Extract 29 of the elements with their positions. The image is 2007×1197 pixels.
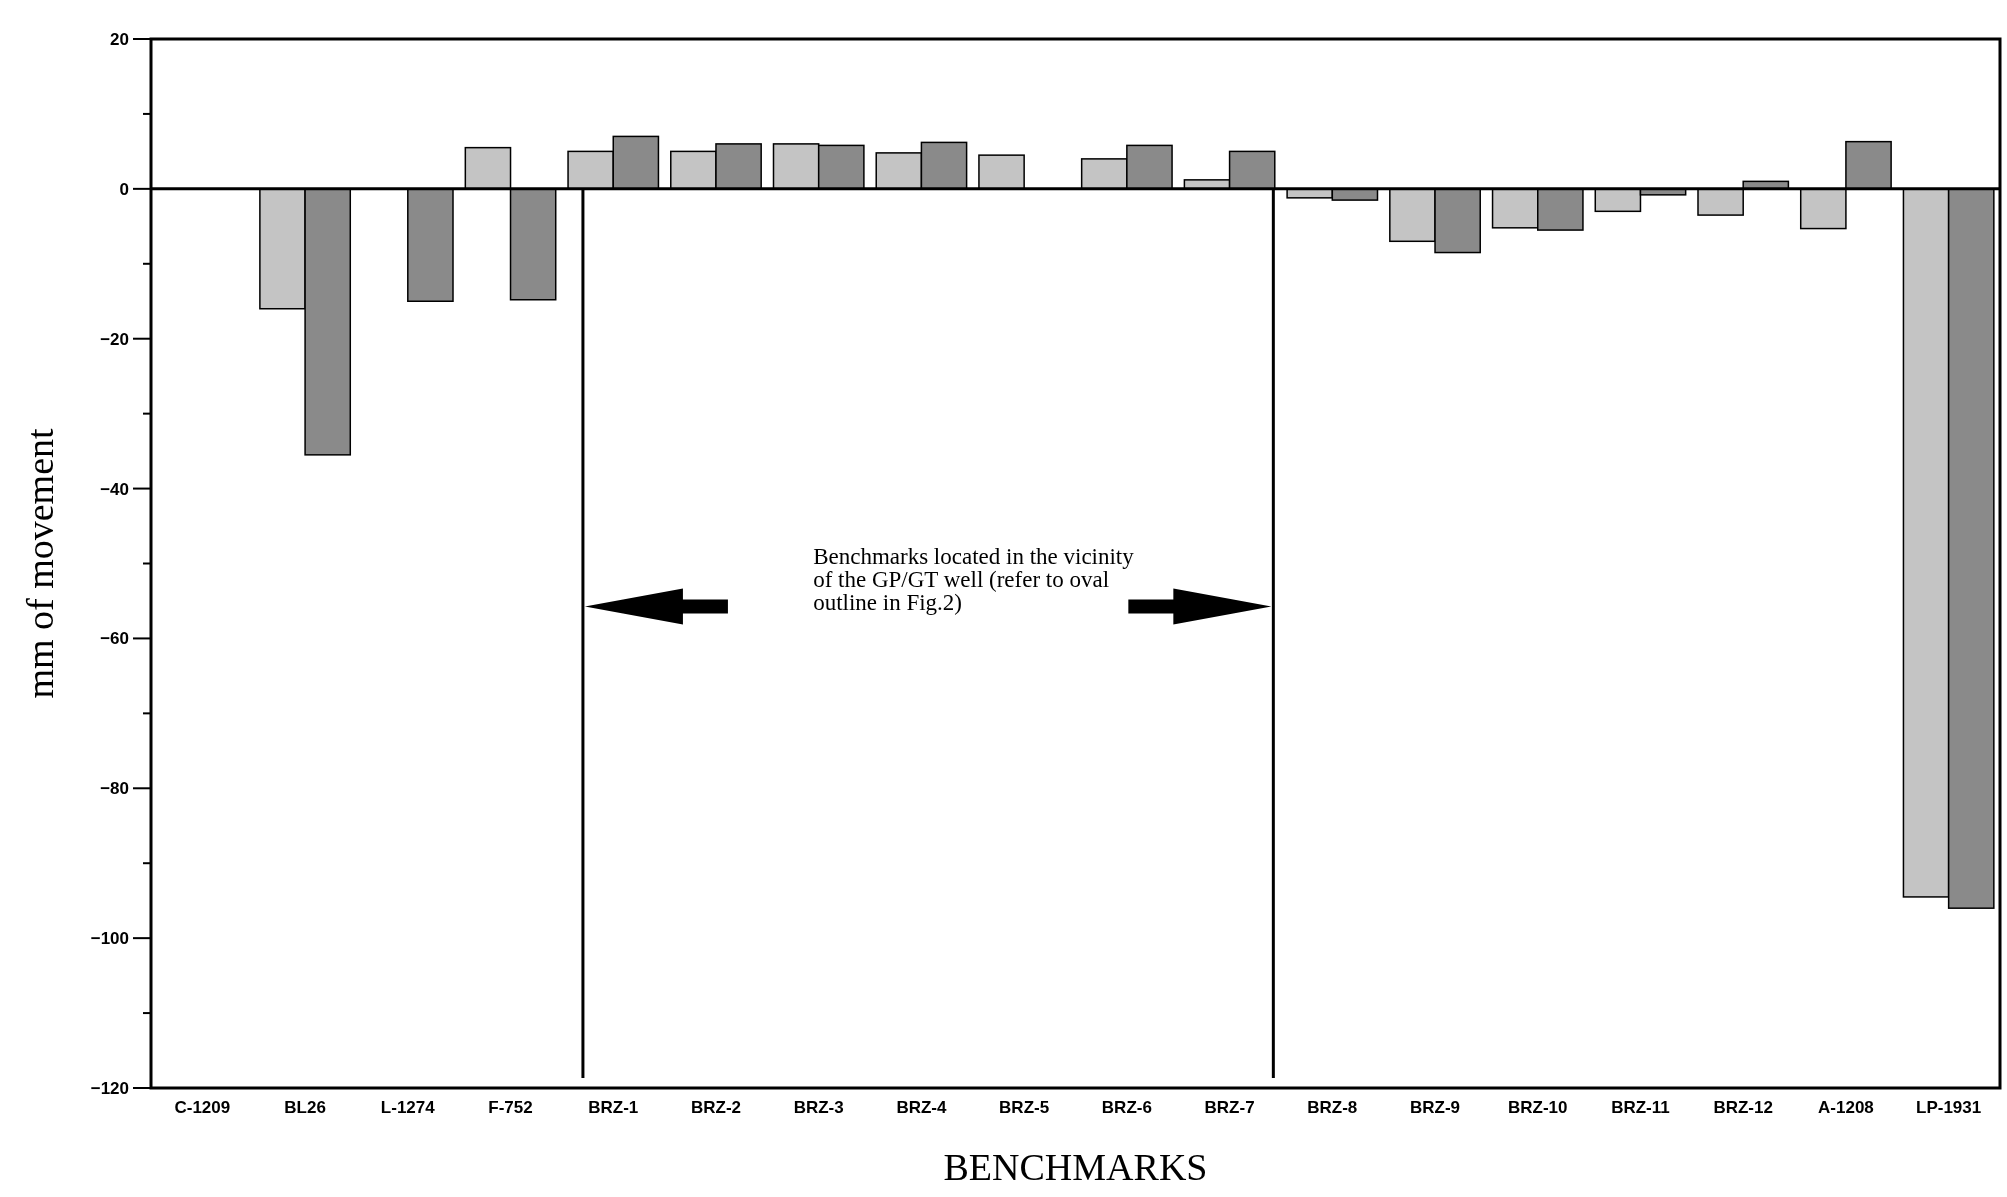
annotation: Benchmarks located in the vicinity of the GP/GT well (refer to oval outline in Fig.2) — [813, 543, 1135, 615]
y-tick-label: 20 — [110, 29, 129, 49]
x-tick-label: F-752 — [488, 1098, 533, 1117]
x-tick-label: A-1208 — [1818, 1098, 1874, 1117]
x-tick-label: BRZ-1 — [588, 1098, 639, 1117]
y-tick-label: 0 — [119, 179, 129, 199]
y-tick-label: −100 — [90, 929, 129, 949]
x-tick-label: BRZ-8 — [1307, 1098, 1358, 1117]
x-tick-label: L-1274 — [380, 1098, 436, 1117]
y-axis-title: mm of movement — [19, 427, 61, 699]
x-tick-label: BRZ-2 — [690, 1098, 741, 1117]
y-tick-label: −80 — [100, 779, 129, 799]
x-tick-label: BRZ-5 — [999, 1098, 1050, 1117]
x-tick-label: BRZ-11 — [1611, 1098, 1670, 1117]
y-tick-label: −40 — [100, 479, 129, 499]
x-tick-label: C-1209 — [174, 1098, 231, 1117]
x-tick-label: LP-1931 — [1916, 1098, 1982, 1117]
y-tick-label: −60 — [100, 629, 129, 649]
x-tick-label: BL26 — [284, 1098, 326, 1117]
x-tick-label: BRZ-9 — [1410, 1098, 1461, 1117]
x-tick-label: BRZ-12 — [1713, 1098, 1773, 1117]
y-tick-label: −20 — [100, 329, 129, 349]
x-tick-label: BRZ-4 — [896, 1098, 947, 1117]
y-tick-label: −120 — [90, 1078, 129, 1098]
x-tick-label: BRZ-10 — [1507, 1098, 1568, 1117]
x-tick-label: BRZ-7 — [1204, 1098, 1255, 1117]
x-tick-label: BRZ-3 — [793, 1098, 844, 1117]
x-axis-title: BENCHMARKS — [943, 1146, 1208, 1188]
x-tick-label: BRZ-6 — [1101, 1098, 1152, 1117]
